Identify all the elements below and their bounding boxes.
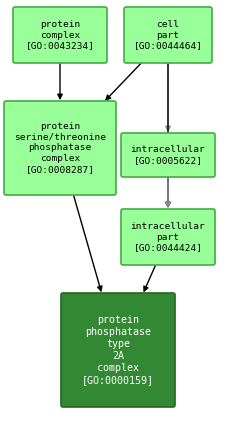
Text: protein
serine/threonine
phosphatase
complex
[GO:0008287]: protein serine/threonine phosphatase com… <box>14 122 106 174</box>
Text: intracellular
part
[GO:0044424]: intracellular part [GO:0044424] <box>131 222 205 252</box>
FancyBboxPatch shape <box>124 7 212 63</box>
FancyBboxPatch shape <box>121 209 215 265</box>
FancyBboxPatch shape <box>13 7 107 63</box>
Text: cell
part
[GO:0044464]: cell part [GO:0044464] <box>134 20 202 50</box>
FancyBboxPatch shape <box>121 133 215 177</box>
Text: intracellular
[GO:0005622]: intracellular [GO:0005622] <box>131 145 205 165</box>
Text: protein
phosphatase
type
2A
complex
[GO:0000159]: protein phosphatase type 2A complex [GO:… <box>82 315 154 385</box>
FancyBboxPatch shape <box>4 101 116 195</box>
FancyBboxPatch shape <box>61 293 175 407</box>
Text: protein
complex
[GO:0043234]: protein complex [GO:0043234] <box>25 20 94 50</box>
